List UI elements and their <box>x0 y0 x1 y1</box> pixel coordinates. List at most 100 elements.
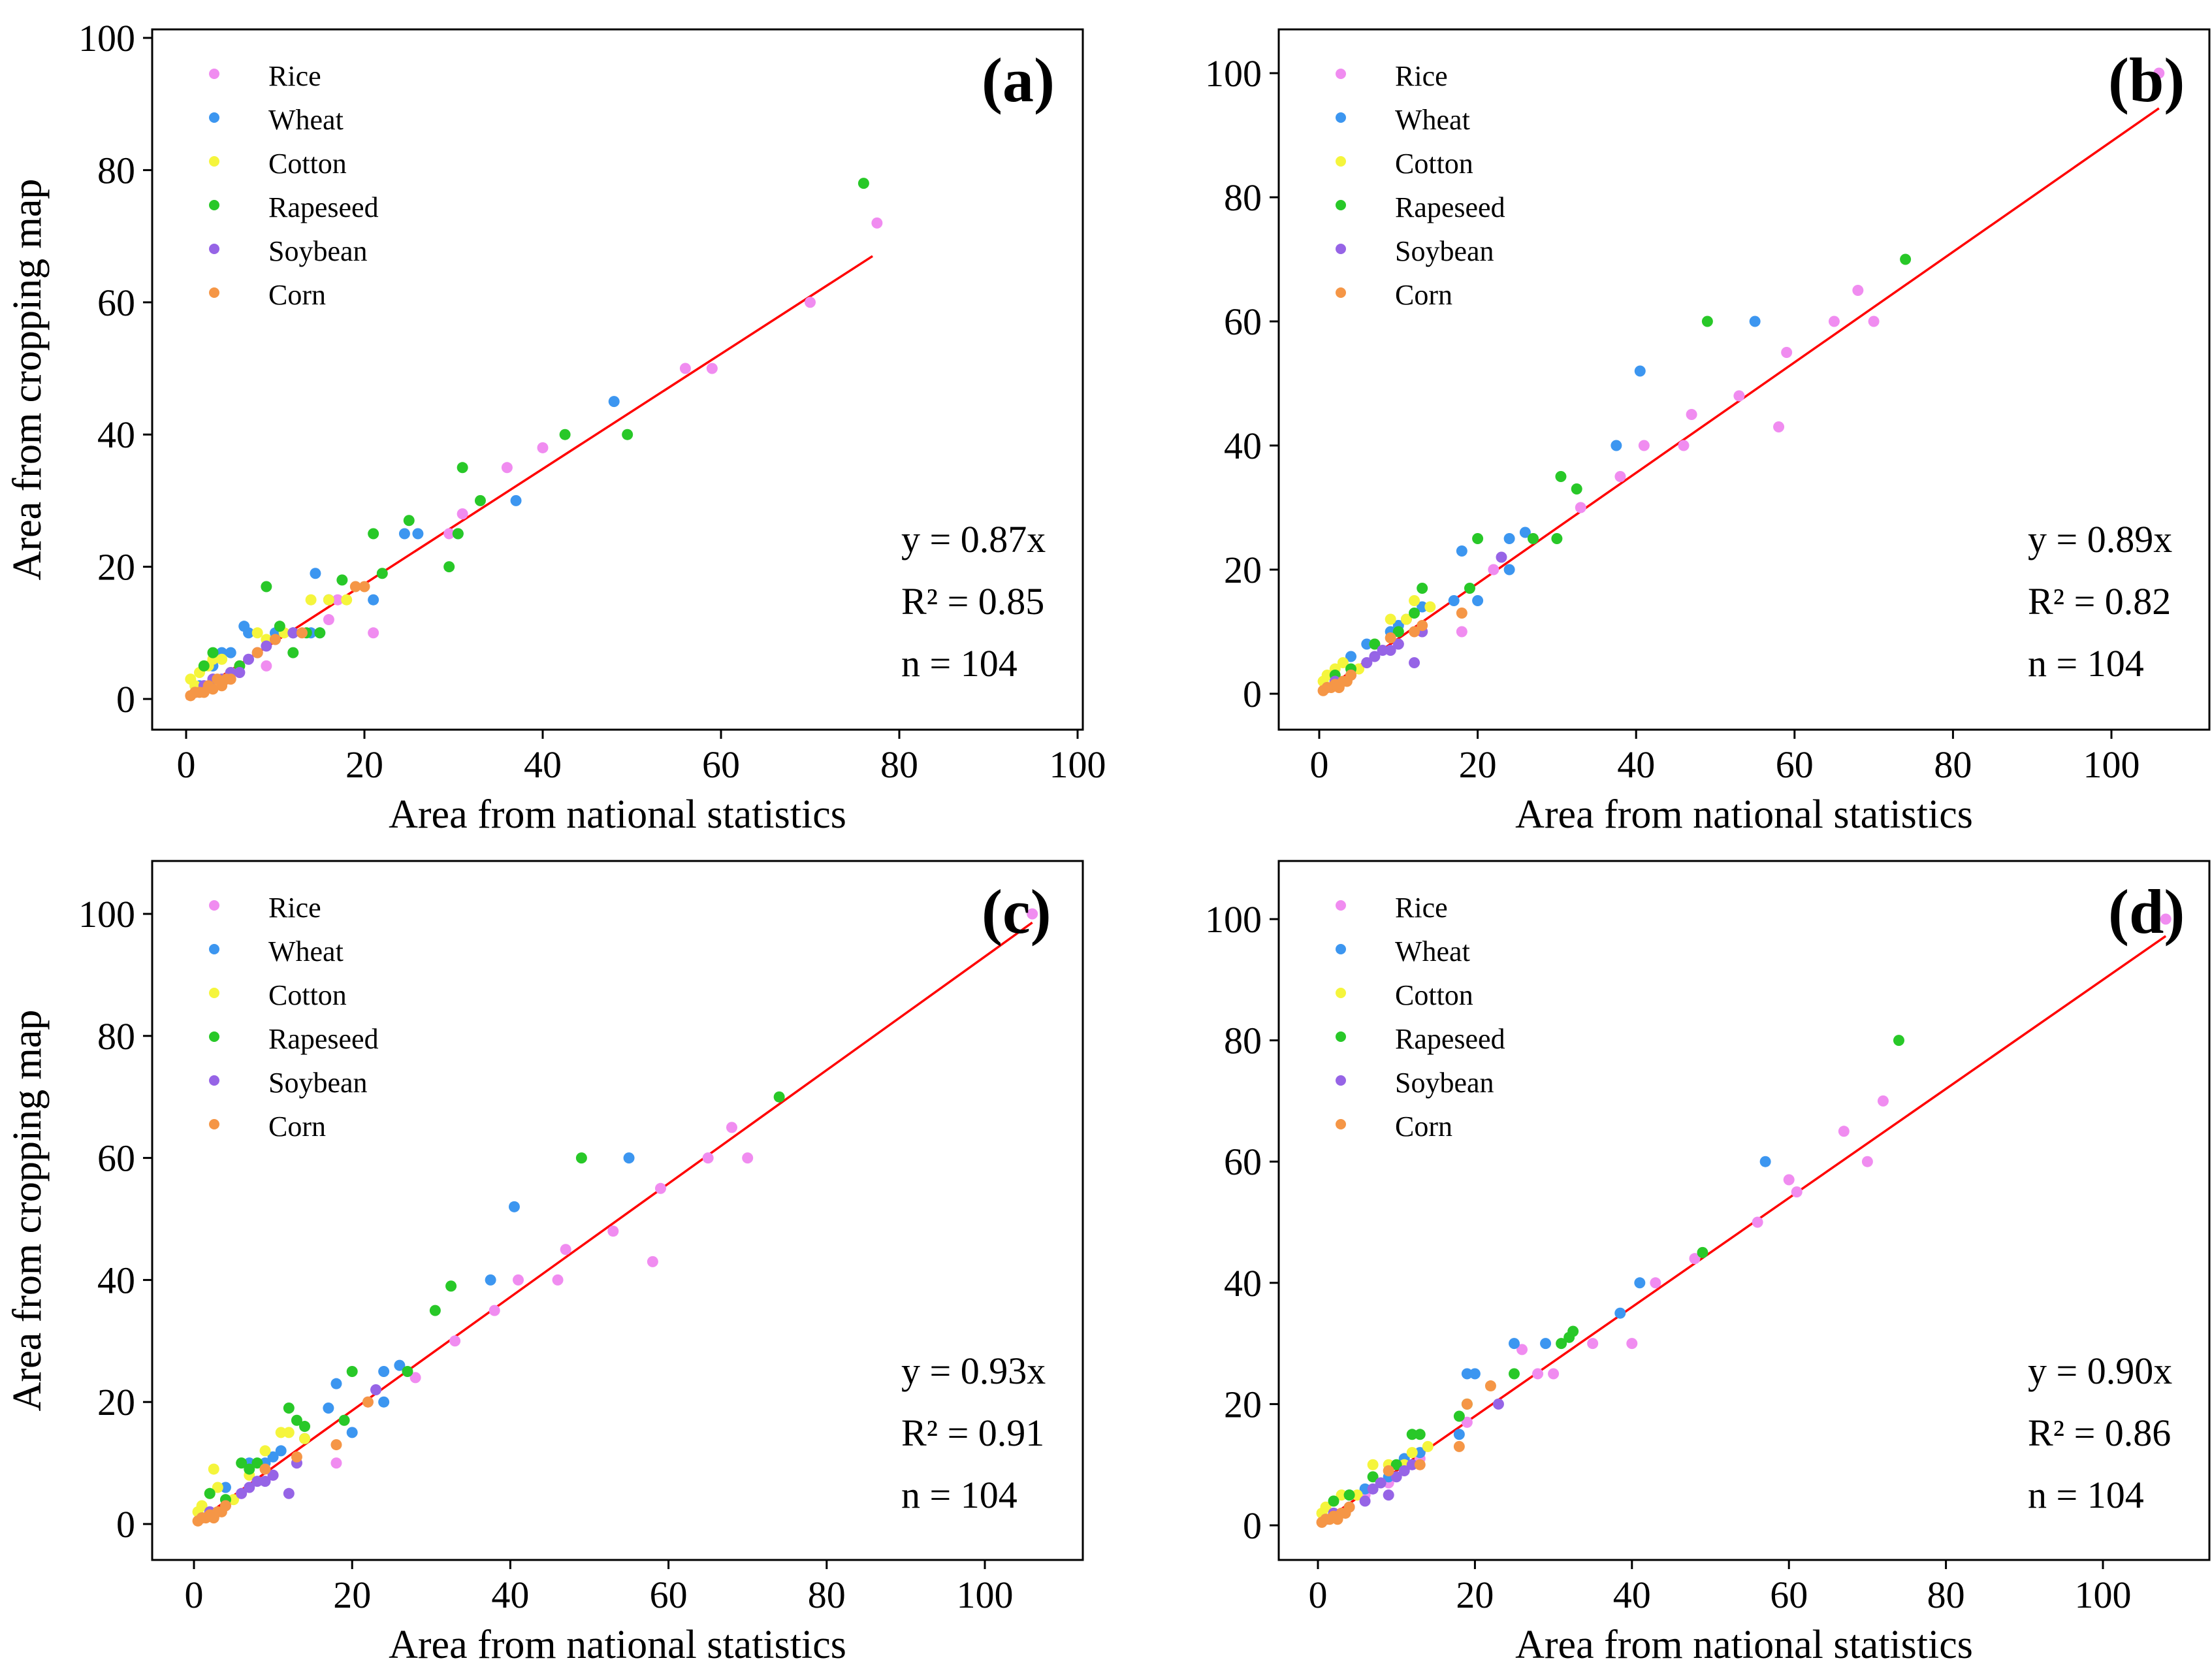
point-soybean <box>261 640 272 652</box>
point-cotton <box>283 1427 295 1438</box>
x-tick-label: 40 <box>524 743 562 786</box>
y-tick-label: 80 <box>97 1015 135 1058</box>
point-rice <box>1587 1338 1599 1350</box>
point-rapeseed <box>346 1366 358 1377</box>
x-tick-label: 60 <box>1770 1574 1808 1616</box>
point-rapeseed <box>622 429 633 440</box>
point-rapeseed <box>1417 583 1428 594</box>
point-cotton <box>1321 670 1333 681</box>
point-rice <box>1027 908 1038 920</box>
legend-label-corn: Corn <box>268 279 326 311</box>
point-cotton <box>1351 1489 1363 1501</box>
x-tick-label: 0 <box>177 743 196 786</box>
point-wheat <box>323 1403 334 1414</box>
legend-marker-rapeseed <box>1336 200 1346 210</box>
x-tick-label: 100 <box>1050 743 1106 786</box>
point-corn <box>349 581 361 592</box>
point-cotton <box>1320 1501 1332 1513</box>
point-rapeseed <box>1367 1471 1379 1483</box>
x-tick-label: 80 <box>1927 1574 1965 1616</box>
x-tick-label: 60 <box>650 1574 688 1616</box>
point-soybean <box>1496 551 1507 563</box>
point-rapeseed <box>1697 1246 1708 1258</box>
point-wheat <box>1634 1277 1646 1289</box>
panel-d: 0 20 40 60 80 100 0 20 40 60 80 100 Area from nation… <box>5 860 2211 1667</box>
point-cotton <box>1409 595 1420 606</box>
point-soybean <box>1409 657 1420 668</box>
point-soybean <box>234 667 246 679</box>
point-rice <box>1861 1156 1873 1167</box>
point-wheat <box>1634 365 1646 377</box>
point-soybean <box>1492 1398 1504 1410</box>
point-corn <box>207 683 219 695</box>
point-rapeseed <box>244 1463 255 1475</box>
y-tick-label: 20 <box>97 1381 135 1423</box>
legend-marker-rice <box>209 69 219 79</box>
x-tick-label: 40 <box>1613 1574 1651 1616</box>
stats-line: R² = 0.86 <box>2028 1412 2171 1454</box>
point-cotton <box>341 594 353 606</box>
legend-marker-corn <box>1336 287 1346 298</box>
point-rice <box>560 1244 571 1256</box>
point-wheat <box>275 1445 287 1457</box>
point-wheat <box>1611 440 1622 451</box>
legend-label-rice: Rice <box>1395 892 1448 924</box>
point-soybean <box>243 653 255 665</box>
point-rice <box>1626 1338 1638 1350</box>
point-corn <box>270 634 281 645</box>
point-rapeseed <box>402 1366 413 1377</box>
legend-label-wheat: Wheat <box>268 935 344 967</box>
point-rapeseed <box>773 1091 785 1103</box>
legend-marker-rapeseed <box>1336 1031 1346 1042</box>
x-tick-label: 80 <box>880 743 918 786</box>
legend-label-wheat: Wheat <box>1395 104 1470 136</box>
legend-label-cotton: Cotton <box>268 148 347 180</box>
y-tick-label: 20 <box>1224 1383 1262 1425</box>
stats-line: n = 104 <box>2028 1474 2144 1516</box>
point-rice <box>513 1274 524 1286</box>
legend-label-wheat: Wheat <box>1395 935 1470 967</box>
y-tick-label: 40 <box>97 414 135 456</box>
x-tick-label: 100 <box>2083 743 2140 786</box>
y-tick-label: 40 <box>1224 425 1262 467</box>
point-corn <box>1461 1398 1473 1410</box>
point-rice <box>332 594 344 606</box>
point-cotton <box>1424 601 1436 613</box>
point-cotton <box>196 1500 208 1512</box>
point-wheat <box>1759 1156 1771 1167</box>
point-rapeseed <box>314 627 326 639</box>
point-rapeseed <box>287 647 299 658</box>
point-rice <box>1773 421 1785 432</box>
point-rapeseed <box>1571 483 1582 495</box>
point-wheat <box>1361 638 1373 650</box>
point-rice <box>1488 564 1499 576</box>
point-cotton <box>1422 1440 1434 1452</box>
point-rice <box>1877 1095 1889 1107</box>
legend-label-soybean: Soybean <box>268 235 368 267</box>
legend-label-soybean: Soybean <box>1395 1067 1494 1099</box>
legend-label-rapeseed: Rapeseed <box>268 191 379 223</box>
y-axis-label: Area from cropping map <box>5 1010 50 1412</box>
point-wheat <box>1472 595 1484 606</box>
point-rapeseed <box>403 515 415 527</box>
x-tick-label: 80 <box>808 1574 846 1616</box>
point-wheat <box>378 1366 390 1377</box>
point-corn <box>225 673 236 685</box>
y-tick-label: 100 <box>1205 52 1262 95</box>
panel-label: (c) <box>982 877 1051 947</box>
point-rapeseed <box>1555 471 1567 482</box>
point-rapeseed <box>1551 533 1563 544</box>
point-wheat <box>1503 564 1515 576</box>
point-corn <box>291 1451 302 1463</box>
point-rice <box>323 614 334 626</box>
x-tick-label: 60 <box>1776 743 1814 786</box>
point-rice <box>1548 1368 1560 1380</box>
point-rice <box>1456 626 1467 638</box>
point-cotton <box>305 594 317 606</box>
point-wheat <box>1453 1429 1465 1440</box>
y-tick-label: 60 <box>1224 1141 1262 1183</box>
point-corn <box>1456 608 1467 619</box>
fit-line <box>193 921 1033 1525</box>
point-wheat <box>394 1359 406 1371</box>
x-tick-label: 0 <box>185 1574 204 1616</box>
